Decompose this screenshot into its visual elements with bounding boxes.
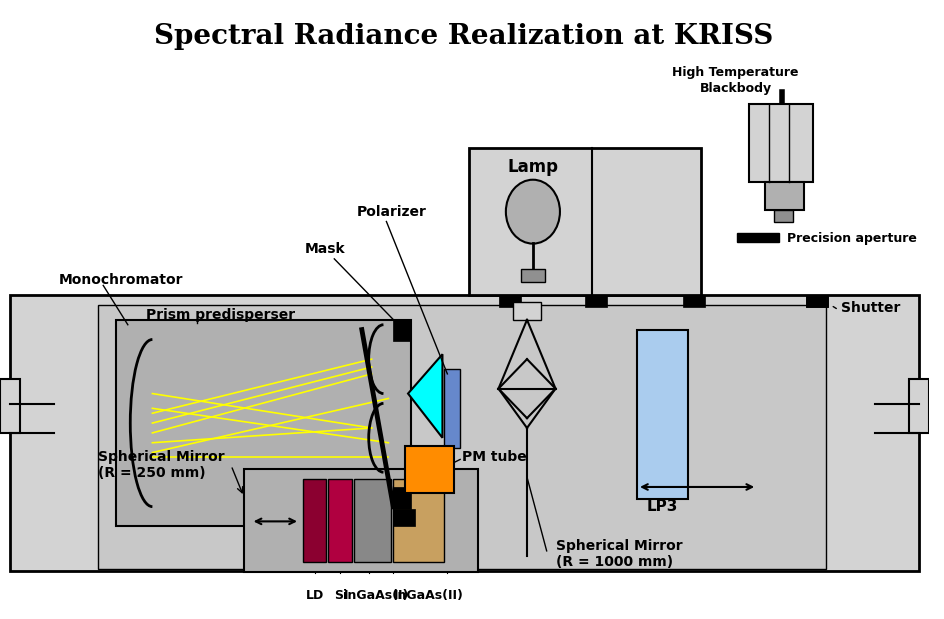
Text: InGaAs(I): InGaAs(I) xyxy=(344,589,409,602)
Text: Spherical Mirror: Spherical Mirror xyxy=(556,539,683,553)
Text: (R = 250 mm): (R = 250 mm) xyxy=(98,466,206,480)
Text: Blackbody: Blackbody xyxy=(699,82,770,95)
Text: High Temperature: High Temperature xyxy=(671,66,798,79)
Text: Precision aperture: Precision aperture xyxy=(785,232,916,245)
Text: Si: Si xyxy=(333,589,346,602)
Text: (R = 1000 mm): (R = 1000 mm) xyxy=(556,555,673,569)
Text: Shutter: Shutter xyxy=(840,301,899,315)
FancyBboxPatch shape xyxy=(520,269,544,282)
Text: InGaAs(II): InGaAs(II) xyxy=(394,589,464,602)
FancyBboxPatch shape xyxy=(736,233,778,242)
Text: Monochromator: Monochromator xyxy=(59,274,183,287)
Text: Spectral Radiance Realization at KRISS: Spectral Radiance Realization at KRISS xyxy=(154,23,773,50)
FancyBboxPatch shape xyxy=(116,320,411,526)
FancyBboxPatch shape xyxy=(584,295,606,307)
Text: Prism predisperser: Prism predisperser xyxy=(145,308,295,322)
FancyBboxPatch shape xyxy=(0,379,20,433)
FancyBboxPatch shape xyxy=(499,295,520,307)
FancyBboxPatch shape xyxy=(805,295,827,307)
FancyBboxPatch shape xyxy=(244,469,478,571)
Text: PM tube: PM tube xyxy=(462,451,527,464)
Text: Lamp: Lamp xyxy=(507,158,558,176)
Text: Spherical Mirror: Spherical Mirror xyxy=(98,451,225,464)
Text: LD: LD xyxy=(305,589,324,602)
FancyBboxPatch shape xyxy=(393,479,444,561)
FancyBboxPatch shape xyxy=(908,379,928,433)
Text: Mask: Mask xyxy=(305,242,346,256)
Ellipse shape xyxy=(505,180,560,244)
FancyBboxPatch shape xyxy=(468,148,700,295)
FancyBboxPatch shape xyxy=(805,295,827,307)
Polygon shape xyxy=(408,354,442,438)
Text: LP3: LP3 xyxy=(647,499,678,514)
FancyBboxPatch shape xyxy=(393,509,414,526)
FancyBboxPatch shape xyxy=(393,487,411,509)
FancyBboxPatch shape xyxy=(98,305,825,569)
FancyBboxPatch shape xyxy=(513,302,540,320)
Text: Polarizer: Polarizer xyxy=(357,205,427,219)
FancyBboxPatch shape xyxy=(302,479,326,561)
FancyBboxPatch shape xyxy=(683,295,704,307)
FancyBboxPatch shape xyxy=(405,446,454,493)
FancyBboxPatch shape xyxy=(636,330,687,499)
FancyBboxPatch shape xyxy=(773,210,793,222)
FancyBboxPatch shape xyxy=(764,182,803,210)
FancyBboxPatch shape xyxy=(329,479,351,561)
FancyBboxPatch shape xyxy=(354,479,391,561)
FancyBboxPatch shape xyxy=(393,320,411,342)
FancyBboxPatch shape xyxy=(444,369,460,448)
FancyBboxPatch shape xyxy=(9,295,919,571)
FancyBboxPatch shape xyxy=(749,103,812,182)
